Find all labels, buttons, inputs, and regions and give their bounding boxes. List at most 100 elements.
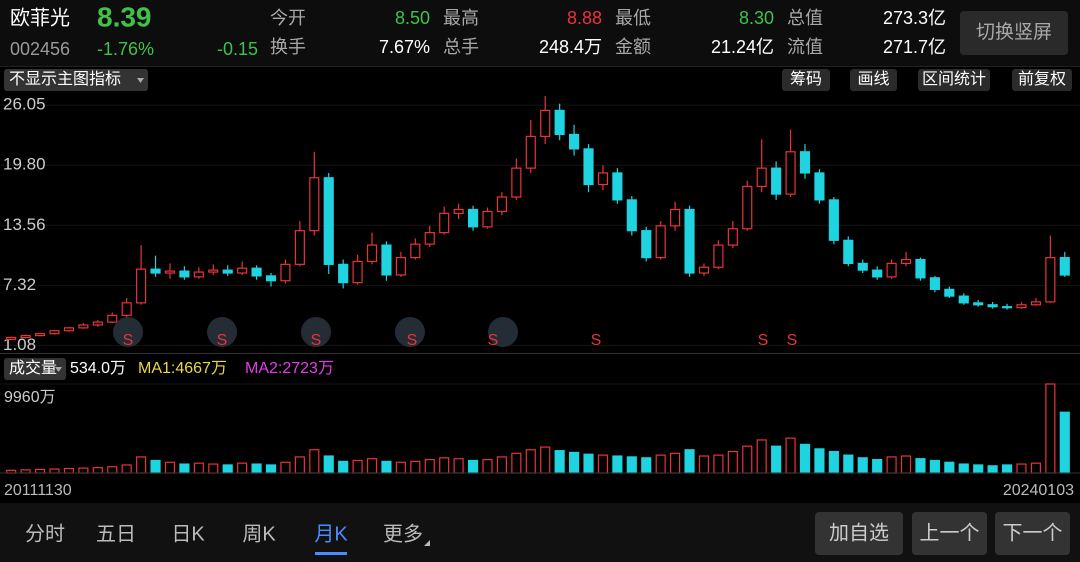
candle-body xyxy=(900,258,912,264)
volume-bar xyxy=(612,455,623,474)
dropdown-arrow xyxy=(137,78,144,83)
signal-marker: S xyxy=(407,332,418,349)
stat-label: 总值 xyxy=(787,8,823,28)
action-button[interactable] xyxy=(815,512,903,555)
candle-body xyxy=(63,327,75,332)
tab[interactable]: 更多 xyxy=(383,522,423,545)
candle-body xyxy=(799,151,811,174)
candle-body xyxy=(453,208,464,214)
volume-bar xyxy=(467,459,479,474)
tool-icon[interactable] xyxy=(113,317,143,347)
volume-bar xyxy=(352,459,363,474)
candle-body xyxy=(338,263,349,284)
toolbar-button-label: 前复权 xyxy=(1018,70,1066,88)
volume-select[interactable] xyxy=(4,358,66,380)
signal-marker: S xyxy=(123,332,134,349)
candle-body xyxy=(626,199,637,232)
toolbar-button[interactable] xyxy=(782,69,830,91)
volume-bar xyxy=(900,455,912,474)
change-pct: -1.76% xyxy=(97,39,154,59)
stat-value: 8.30 xyxy=(739,8,774,28)
candle-body xyxy=(381,244,392,276)
candle-body xyxy=(1059,257,1070,276)
signal-marker: S xyxy=(217,332,228,349)
tool-icon[interactable] xyxy=(395,317,425,347)
candle-body xyxy=(150,268,161,274)
toolbar-button[interactable] xyxy=(1012,69,1072,91)
candle-body xyxy=(857,262,868,271)
volume-bar xyxy=(886,456,897,474)
candle-body xyxy=(944,288,955,297)
indicator-label: 不显示主图指标 xyxy=(9,70,121,88)
candle-body xyxy=(265,275,277,282)
candle-body xyxy=(569,133,580,150)
candle-body xyxy=(886,262,897,278)
stock-name: 欧菲光 xyxy=(10,6,70,29)
toolbar-button-label: 筹码 xyxy=(790,70,822,88)
volume-bar xyxy=(323,455,334,474)
volume-ma2: MA2:2723万 xyxy=(245,360,334,377)
stat-label: 最高 xyxy=(443,8,479,28)
candle-body xyxy=(670,208,681,227)
volume-bar xyxy=(179,463,190,474)
toolbar-button[interactable] xyxy=(918,69,990,91)
volume-bar xyxy=(49,468,60,474)
candle-body xyxy=(164,270,176,274)
candle-body xyxy=(49,330,60,335)
candle-body xyxy=(973,302,984,306)
candle-body xyxy=(756,167,767,188)
tool-icon[interactable] xyxy=(301,317,331,347)
signal-marker: S xyxy=(787,332,798,349)
indicator-select[interactable] xyxy=(4,69,148,91)
volume-bar xyxy=(237,462,248,474)
stat-label: 流值 xyxy=(787,37,823,57)
candle-body xyxy=(208,269,219,273)
stat-label: 总手 xyxy=(443,37,479,57)
candle-body xyxy=(323,177,334,265)
volume-bar xyxy=(872,458,883,474)
volume-bar xyxy=(395,461,406,474)
action-button-label: 上一个 xyxy=(920,521,980,544)
volume-bar xyxy=(280,461,291,474)
orientation-button[interactable] xyxy=(960,11,1068,55)
volume-ma1: MA1:4667万 xyxy=(138,360,227,377)
volume-bar xyxy=(944,461,955,474)
volume-bar xyxy=(1059,411,1070,474)
volume-bar xyxy=(136,456,147,474)
volume-bar xyxy=(626,456,637,474)
volume-bar xyxy=(410,460,421,474)
tool-icon[interactable] xyxy=(207,317,237,347)
toolbar-button-label: 画线 xyxy=(857,70,889,88)
x-start-label: 20111130 xyxy=(4,482,72,499)
candle-body xyxy=(540,109,551,137)
candle-body xyxy=(583,148,594,186)
volume-bar xyxy=(698,455,710,474)
toolbar-button[interactable] xyxy=(850,69,897,91)
candle-body xyxy=(511,167,522,198)
stat-label: 今开 xyxy=(270,8,306,28)
candle-body xyxy=(424,232,435,245)
volume-bar xyxy=(482,458,493,474)
volume-bar xyxy=(540,446,551,474)
candle-body xyxy=(641,230,652,259)
candle-body xyxy=(727,228,738,246)
volume-bar xyxy=(1016,463,1027,474)
tab[interactable]: 周K xyxy=(242,523,276,545)
volume-bar xyxy=(958,463,969,474)
candle-body xyxy=(280,263,291,282)
tab[interactable]: 分时 xyxy=(25,522,65,545)
candle-body xyxy=(1001,306,1013,309)
more-arrow xyxy=(424,540,430,546)
action-button[interactable] xyxy=(995,512,1070,555)
volume-bar xyxy=(511,452,522,474)
action-button[interactable] xyxy=(912,512,987,555)
tab[interactable]: 五日 xyxy=(96,523,136,545)
candle-body xyxy=(958,295,969,304)
candle-body xyxy=(525,135,536,169)
tool-icon[interactable] xyxy=(488,317,518,347)
candle-body xyxy=(814,172,825,201)
tab[interactable]: 日K xyxy=(171,523,205,545)
volume-bar xyxy=(843,454,854,474)
tab[interactable]: 月K xyxy=(314,523,348,545)
